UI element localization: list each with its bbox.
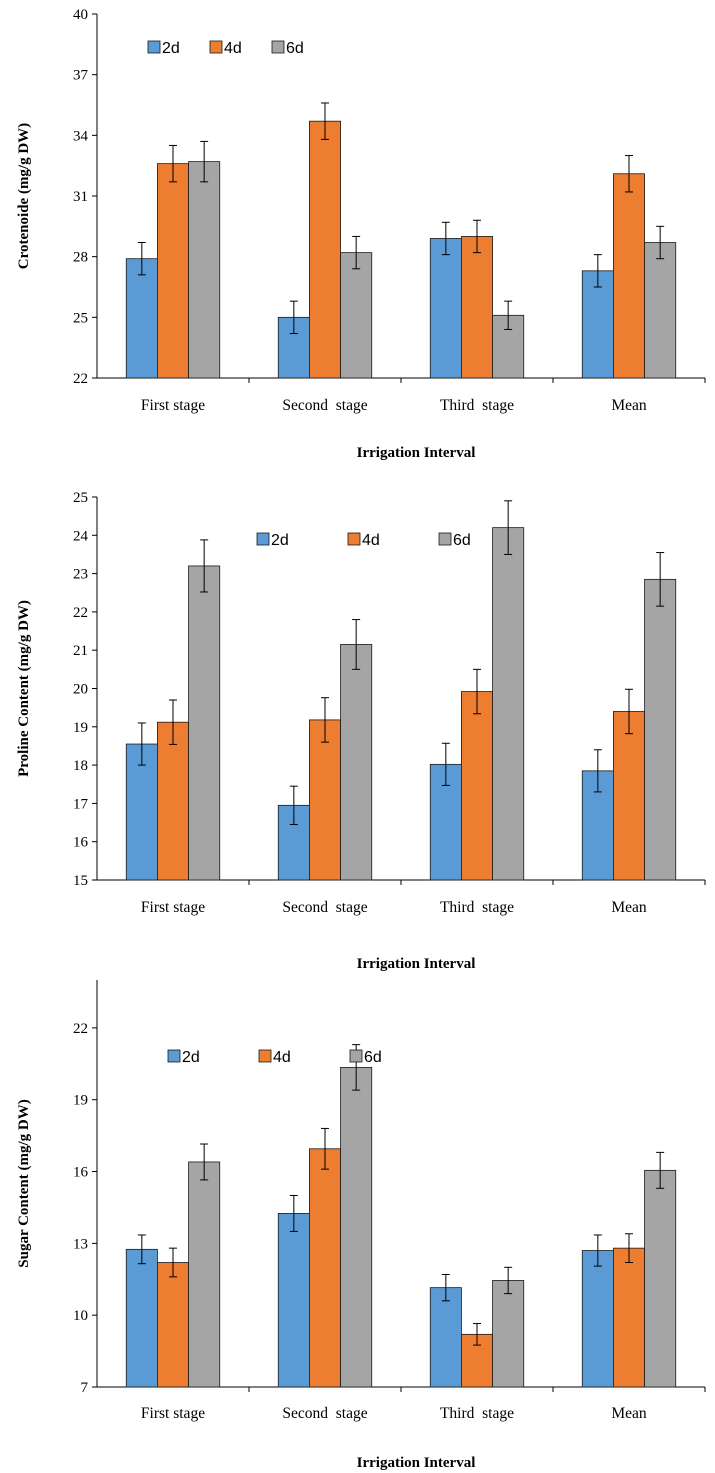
bar-4d-0 [157,1262,189,1388]
bar-4d-2 [461,236,493,379]
bar-2d-3 [581,1250,614,1388]
bar-6d-0 [188,1161,221,1388]
category-label: Second stage [282,899,367,916]
bar-6d-3 [644,1169,677,1388]
y-tick-label: 16 [73,835,89,851]
bar-6d-1 [340,1066,373,1388]
y-axis-title: Proline Content (mg/g DW) [16,600,32,777]
y-tick-label: 22 [73,1021,88,1037]
bar-6d-0 [188,565,221,881]
legend-label-6d: 6d [364,1049,382,1066]
bar-2d-0 [125,743,158,881]
y-tick-label: 37 [73,68,89,84]
y-tick-label: 19 [73,1093,88,1109]
y-tick-label: 31 [73,189,88,205]
legend-swatch-4d [258,1049,272,1063]
bar-6d-2 [492,1280,525,1388]
y-axis-title: Crotenoide (mg/g DW) [16,123,32,269]
category-label: Mean [611,397,647,414]
category-label: First stage [141,397,205,414]
y-tick-label: 25 [73,310,88,326]
legend-swatch-2d [147,40,161,54]
bar-4d-0 [157,163,189,379]
bar-6d-1 [340,252,373,379]
bar-2d-0 [125,1248,158,1388]
legend-swatch-2d [167,1049,181,1063]
bar-4d-1 [309,120,341,379]
legend-label-2d: 2d [271,532,289,549]
bar-4d-3 [613,1247,645,1388]
y-tick-label: 7 [81,1380,89,1396]
y-tick-label: 17 [73,796,89,812]
legend-label-2d: 2d [162,40,180,57]
bar-4d-3 [613,711,645,881]
legend-label-6d: 6d [286,40,304,57]
legend-swatch-2d [256,532,270,546]
legend-label-6d: 6d [453,532,471,549]
legend-label-2d: 2d [182,1049,200,1066]
bar-4d-2 [461,691,493,881]
legend-label-4d: 4d [362,532,380,549]
y-tick-label: 16 [73,1165,89,1181]
bar-4d-1 [309,1148,341,1388]
bar-4d-3 [613,173,645,379]
y-tick-label: 22 [73,605,88,621]
category-label: Second stage [282,1405,367,1422]
category-label: Second stage [282,397,367,414]
category-label: Mean [611,899,647,916]
bar-6d-3 [644,242,677,379]
sugar-chart: 7 10 13 16 19 22 First stage Second stage Third … [16,980,706,1471]
y-tick-label: 18 [73,758,88,774]
bar-2d-2 [429,238,462,379]
x-axis-title: Irrigation Interval [357,1455,476,1471]
legend-swatch-6d [349,1049,363,1063]
y-tick-label: 15 [73,873,88,889]
y-tick-label: 13 [73,1236,88,1252]
x-axis-title: Irrigation Interval [357,956,476,972]
category-label: Third stage [440,899,514,916]
y-tick-label: 23 [73,567,88,583]
bar-6d-2 [492,527,525,881]
category-label: Third stage [440,397,514,414]
crotenoide-chart: 22 25 28 31 34 37 40 First stage Second stage Thi… [16,7,706,461]
y-tick-label: 25 [73,490,88,506]
bar-2d-0 [125,258,158,379]
bar-6d-3 [644,578,677,881]
bar-2d-1 [277,1213,310,1388]
category-label: First stage [141,1405,205,1422]
x-axis-title: Irrigation Interval [357,445,476,461]
y-tick-label: 28 [73,250,88,266]
y-tick-label: 21 [73,643,88,659]
y-tick-label: 19 [73,720,88,736]
bar-2d-3 [581,270,614,379]
y-axis-title: Sugar Content (mg/g DW) [16,1099,32,1267]
bar-4d-0 [157,721,189,881]
bar-4d-1 [309,719,341,881]
category-label: First stage [141,899,205,916]
legend-swatch-4d [209,40,223,54]
y-tick-label: 10 [73,1308,88,1324]
legend-swatch-6d [271,40,285,54]
y-tick-label: 40 [73,7,88,23]
legend-swatch-6d [438,532,452,546]
legend-label-4d: 4d [273,1049,291,1066]
category-label: Mean [611,1405,647,1422]
bar-6d-0 [188,161,221,379]
proline-chart: 15 16 17 18 19 20 21 22 23 24 25 First stage Second … [16,490,706,972]
y-tick-label: 22 [73,371,88,387]
y-tick-label: 20 [73,682,88,698]
y-tick-label: 24 [73,528,89,544]
bar-6d-1 [340,644,373,881]
legend-swatch-4d [347,532,361,546]
category-label: Third stage [440,1405,514,1422]
bar-2d-2 [429,1287,462,1388]
legend-label-4d: 4d [224,40,242,57]
y-tick-label: 34 [73,128,89,144]
